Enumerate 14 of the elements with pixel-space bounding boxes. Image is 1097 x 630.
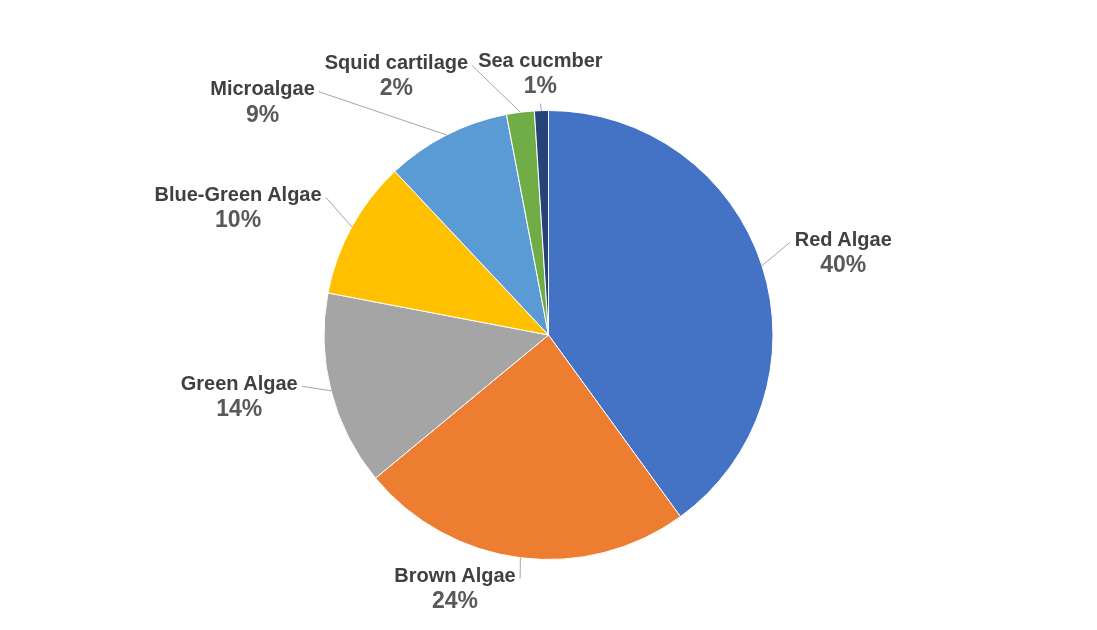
slice-label: Microalgae bbox=[210, 77, 315, 100]
data-label: 1% bbox=[523, 72, 558, 99]
slice-label: Red Algae bbox=[794, 227, 892, 250]
slice-label: Blue-Green Algae bbox=[154, 182, 322, 205]
data-label: 9% bbox=[245, 100, 280, 127]
data-label: 10% bbox=[215, 206, 262, 233]
slice-label: Squid cartilage bbox=[324, 51, 469, 74]
data-label: 2% bbox=[379, 74, 414, 101]
data-label: 14% bbox=[216, 395, 263, 422]
data-label: 24% bbox=[431, 587, 479, 614]
slice-label: Sea cucmber bbox=[478, 49, 603, 72]
data-label: 40% bbox=[820, 250, 867, 277]
slice-label: Green Algae bbox=[180, 371, 298, 394]
slice-label: Brown Algae bbox=[394, 563, 516, 586]
